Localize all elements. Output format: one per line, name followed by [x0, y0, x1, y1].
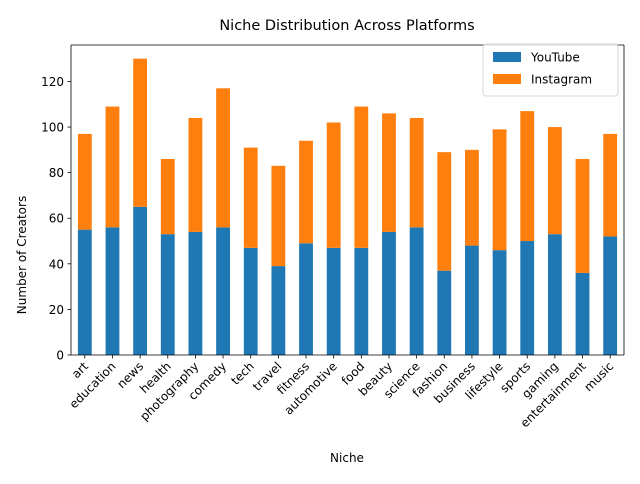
legend-label-instagram: Instagram [531, 73, 592, 87]
bar-youtube-news [133, 206, 148, 355]
bar-youtube-art [77, 229, 92, 355]
bar-youtube-health [160, 234, 175, 355]
bar-instagram-food [354, 106, 369, 248]
bar-instagram-sports [520, 111, 535, 242]
bar-instagram-lifestyle [492, 129, 507, 251]
bar-youtube-comedy [216, 227, 230, 355]
bar-instagram-business [465, 149, 479, 246]
x-tick-label-art: art [69, 359, 91, 381]
bar-instagram-automotive [326, 122, 341, 248]
y-tick-label: 100 [41, 121, 64, 135]
bar-youtube-automotive [326, 247, 341, 355]
y-tick-label: 60 [49, 212, 64, 226]
y-tick-label: 80 [49, 166, 64, 180]
bar-youtube-fashion [437, 270, 452, 355]
bar-youtube-fitness [299, 243, 313, 355]
bar-youtube-entertainment [575, 272, 590, 355]
y-tick-label: 0 [56, 349, 64, 363]
bar-youtube-beauty [382, 231, 396, 355]
bar-instagram-photography [188, 117, 203, 232]
bar-youtube-lifestyle [492, 250, 507, 355]
chart-title: Niche Distribution Across Platforms [219, 18, 474, 34]
y-axis-label: Number of Creators [15, 196, 29, 314]
bar-instagram-entertainment [575, 158, 590, 273]
bar-instagram-health [160, 158, 175, 235]
bar-youtube-tech [243, 247, 258, 355]
legend: YouTube Instagram [482, 43, 619, 97]
bar-youtube-photography [188, 231, 203, 355]
bar-instagram-science [409, 117, 424, 228]
bar-youtube-travel [271, 266, 286, 355]
bar-youtube-food [354, 247, 369, 355]
legend-swatch-instagram [493, 74, 521, 84]
bar-instagram-art [77, 133, 92, 230]
x-axis-label: Niche [330, 451, 364, 465]
x-tick-label-music: music [581, 359, 616, 394]
bar-instagram-beauty [382, 113, 396, 232]
bar-youtube-science [409, 227, 424, 355]
bar-instagram-fitness [299, 140, 313, 244]
bar-instagram-travel [271, 165, 286, 267]
bar-youtube-education [105, 227, 120, 355]
bar-instagram-fashion [437, 152, 452, 271]
bar-instagram-music [603, 133, 618, 237]
y-tick-label: 40 [49, 257, 64, 271]
bar-instagram-comedy [216, 88, 230, 228]
bar-youtube-gaming [547, 234, 562, 355]
bar-instagram-education [105, 106, 120, 228]
bar-youtube-business [465, 245, 479, 355]
bar-instagram-tech [243, 147, 258, 248]
bars-group [77, 58, 618, 355]
bar-instagram-news [133, 58, 148, 207]
bar-youtube-sports [520, 241, 535, 355]
legend-label-youtube: YouTube [530, 51, 580, 65]
legend-swatch-youtube [493, 52, 521, 62]
bar-youtube-music [603, 236, 618, 355]
y-tick-label: 20 [49, 303, 64, 317]
bar-instagram-gaming [547, 127, 562, 235]
y-tick-label: 120 [41, 75, 64, 89]
